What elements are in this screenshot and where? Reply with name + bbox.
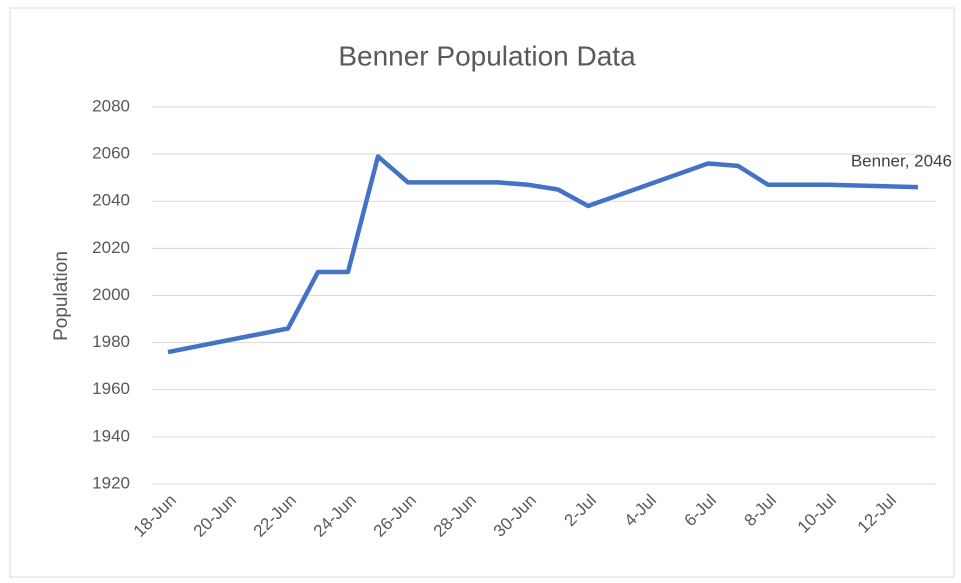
chart-title: Benner Population Data: [338, 40, 636, 71]
y-tick-label: 2040: [92, 191, 130, 210]
y-axis-label: Population: [51, 251, 72, 341]
y-tick-label: 1920: [92, 473, 130, 492]
y-tick-label: 2020: [92, 238, 130, 257]
y-tick-label: 2060: [92, 144, 130, 163]
chart-border: [9, 7, 955, 578]
line-series: [167, 154, 919, 355]
y-tick-label: 2080: [92, 96, 130, 115]
y-tick-label: 1940: [92, 426, 130, 445]
y-tick-label: 1960: [92, 379, 130, 398]
y-tick-label: 1980: [92, 332, 130, 351]
y-tick-label: 2000: [92, 285, 130, 304]
data-label: Benner, 2046: [851, 152, 952, 171]
